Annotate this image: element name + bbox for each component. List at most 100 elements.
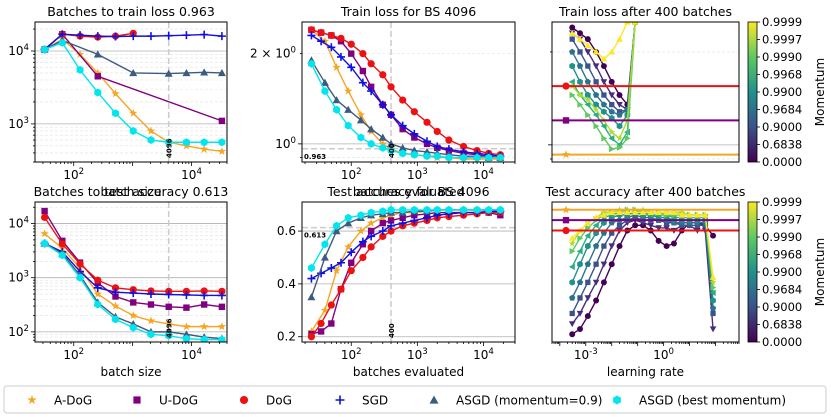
data-point [387, 146, 395, 155]
data-point [608, 209, 616, 216]
data-point [568, 78, 575, 86]
data-point [410, 129, 419, 138]
data-point [348, 259, 355, 266]
data-point [344, 121, 352, 130]
data-point [694, 211, 701, 218]
legend-marker [613, 395, 621, 405]
data-point [76, 65, 84, 74]
data-point [111, 89, 120, 98]
legend-item-SGD: SGD [335, 394, 388, 408]
chart-title: Train loss after 400 batches [558, 4, 732, 19]
baseline-marker [561, 205, 571, 214]
axes-frame [34, 21, 228, 163]
data-point [600, 79, 608, 86]
data-point [592, 214, 600, 221]
chart-title: Batches to train loss 0.963 [47, 4, 215, 19]
y-tick-label: 103 [8, 270, 29, 285]
colorbar-tick-label: 0.0000 [762, 335, 802, 349]
colorbar-tick-label: 0.6838 [762, 138, 802, 152]
data-point [147, 136, 155, 145]
data-point [328, 320, 335, 327]
data-point [129, 289, 138, 298]
y-tick-label: 104 [8, 43, 29, 58]
data-point [217, 68, 226, 77]
data-point [332, 62, 341, 71]
data-point [378, 100, 387, 109]
data-point [182, 138, 190, 147]
data-point [710, 297, 716, 304]
data-point [616, 209, 623, 216]
data-point [569, 294, 576, 301]
data-point [217, 322, 227, 331]
data-point [709, 273, 717, 280]
legend-item-ASGD09: ASGD (momentum=0.9) [429, 394, 602, 408]
series-ASGD09 [307, 205, 505, 301]
axes-frame [34, 201, 228, 343]
x-tick-label: 104 [473, 167, 494, 182]
data-point [569, 24, 576, 31]
x-axis-label: batches evaluated [353, 365, 464, 379]
data-point [182, 290, 191, 299]
colorbar-tick-label: 0.9997 [762, 33, 802, 47]
x-tick-label: 102 [63, 347, 84, 362]
series-ASGDbest [307, 59, 504, 162]
data-point [356, 110, 366, 119]
data-point [183, 304, 190, 311]
data-point [485, 205, 493, 214]
data-point [670, 209, 678, 216]
series-U-DoG [308, 26, 504, 161]
data-point [459, 142, 468, 151]
x-tick-label: 103 [407, 167, 428, 182]
data-point [576, 279, 584, 286]
data-point [568, 234, 576, 241]
data-point [601, 92, 607, 98]
data-point [592, 63, 600, 70]
data-point [584, 78, 591, 85]
x-tick-label: 102 [341, 167, 362, 182]
series-A-DoG [307, 25, 505, 162]
data-point [608, 92, 616, 99]
colorbar-label: Momentum [813, 58, 827, 126]
legend-frame [3, 385, 827, 414]
colorbar-gradient [747, 21, 758, 163]
series-line [311, 29, 501, 159]
data-point [200, 68, 209, 76]
momentum-series [568, 209, 717, 280]
data-point [327, 43, 336, 52]
momentum-series [568, 22, 639, 62]
data-point [576, 62, 584, 69]
data-point [218, 138, 226, 147]
data-point [398, 121, 407, 130]
data-point [577, 78, 583, 86]
data-point [399, 214, 406, 222]
data-point [616, 134, 623, 142]
data-point [608, 108, 615, 115]
data-point [356, 226, 366, 235]
panel-p1: Batches to train loss 0.963 103 104 102 104 4… [8, 4, 228, 199]
data-point [569, 247, 576, 255]
data-point [129, 108, 138, 117]
data-point [164, 31, 173, 40]
data-point [379, 143, 387, 152]
data-point [165, 138, 173, 147]
data-point [307, 333, 316, 341]
data-point [569, 279, 576, 286]
data-point [608, 135, 615, 142]
data-point [576, 310, 584, 317]
series-line [311, 210, 501, 280]
panel-p3: Train loss after 400 batches [548, 4, 740, 163]
y-tick-label: 100 [275, 136, 296, 151]
legend-marker [239, 395, 249, 405]
data-point [568, 321, 576, 328]
momentum-series [569, 219, 717, 338]
legend-item-DoG: DoG [239, 394, 292, 408]
legend-label: ASGD (momentum=0.9) [456, 394, 602, 408]
data-point [378, 227, 387, 236]
data-point [399, 205, 407, 214]
x-axis-label: learning rate [607, 365, 684, 379]
colorbar-tick-label: 0.9968 [762, 248, 802, 262]
colorbar-tick-label: 0.9999 [762, 15, 802, 29]
data-point [616, 101, 623, 108]
data-point [93, 289, 102, 298]
colorbar-tick-label: 0.9684 [762, 103, 802, 117]
